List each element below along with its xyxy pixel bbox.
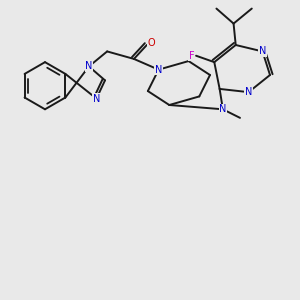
Text: N: N xyxy=(93,94,100,103)
Text: N: N xyxy=(155,64,162,75)
Text: O: O xyxy=(147,38,155,48)
Text: N: N xyxy=(245,87,252,97)
Text: N: N xyxy=(259,46,266,56)
Text: N: N xyxy=(219,104,226,114)
Text: F: F xyxy=(189,51,195,61)
Text: N: N xyxy=(85,61,93,71)
